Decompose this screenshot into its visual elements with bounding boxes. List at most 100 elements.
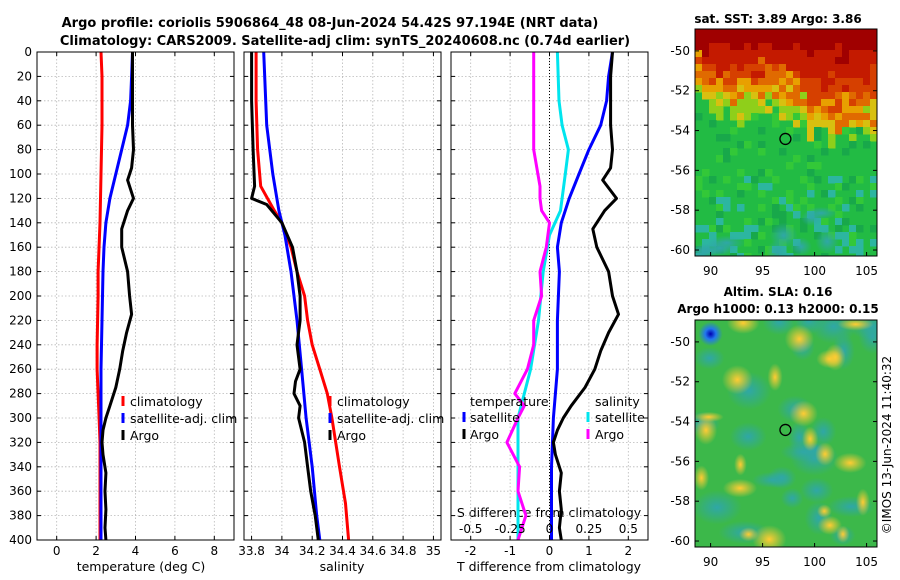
- sst-pixel: [828, 43, 836, 51]
- series-line-t-argo: [551, 51, 620, 541]
- sst-pixel: [842, 36, 850, 44]
- series-line-s-satellite: [516, 51, 570, 540]
- sst-pixel: [807, 78, 815, 86]
- sst-pixel: [779, 57, 787, 65]
- s-diff-tick-label: 0.5: [619, 522, 638, 536]
- sst-pixel: [807, 43, 815, 51]
- sst-pixel: [765, 183, 773, 191]
- sst-pixel: [800, 113, 808, 121]
- series-line-satellite-adj-clim: [262, 51, 322, 541]
- sst-pixel: [709, 85, 717, 93]
- y-tick-label: 340: [9, 460, 32, 474]
- sst-pixel: [730, 64, 738, 72]
- sst-pixel: [758, 141, 766, 149]
- sst-pixel: [737, 232, 745, 240]
- sst-pixel: [793, 134, 801, 142]
- map-y-tick-label: -60: [670, 534, 690, 548]
- sst-pixel: [849, 99, 857, 107]
- sst-pixel: [814, 120, 822, 128]
- sst-pixel: [716, 218, 724, 226]
- sst-pixel: [709, 29, 717, 37]
- sst-pixel: [737, 190, 745, 198]
- sst-pixel: [737, 169, 745, 177]
- sst-pixel: [758, 127, 766, 135]
- sst-pixel: [849, 113, 857, 121]
- sst-pixel: [863, 50, 871, 58]
- sst-pixel: [758, 43, 766, 51]
- y-tick-label: 40: [17, 94, 32, 108]
- sst-pixel: [814, 85, 822, 93]
- sst-pixel: [807, 64, 815, 72]
- sst-pixel: [744, 57, 752, 65]
- sst-pixel: [723, 148, 731, 156]
- sst-pixel: [744, 78, 752, 86]
- sst-pixel: [814, 141, 822, 149]
- sst-pixel: [814, 225, 822, 233]
- sst-pixel: [786, 43, 794, 51]
- sst-pixel: [821, 64, 829, 72]
- sst-pixel: [821, 99, 829, 107]
- sst-pixel: [856, 253, 864, 256]
- salinity-xlabel: salinity: [320, 559, 365, 574]
- sst-pixel: [744, 71, 752, 79]
- sst-pixel: [835, 127, 843, 135]
- sst-pixel: [751, 92, 759, 100]
- sst-pixel: [793, 204, 801, 212]
- sst-pixel: [870, 225, 877, 233]
- sst-pixel: [758, 218, 766, 226]
- sst-pixel: [814, 113, 822, 121]
- sst-pixel: [730, 232, 738, 240]
- sst-pixel: [779, 71, 787, 79]
- sst-pixel: [821, 253, 829, 256]
- sst-pixel: [786, 71, 794, 79]
- s-diff-tick-label: 0: [546, 522, 554, 536]
- sst-pixel: [744, 106, 752, 114]
- sst-pixel: [758, 169, 766, 177]
- series-line-t-satellite: [550, 51, 614, 540]
- sst-pixel: [800, 78, 808, 86]
- sst-pixel: [751, 232, 759, 240]
- y-tick-label: 180: [9, 265, 32, 279]
- sst-pixel: [842, 106, 850, 114]
- sst-pixel: [793, 71, 801, 79]
- sst-pixel: [751, 57, 759, 65]
- sst-pixel: [779, 218, 787, 226]
- sst-pixel: [863, 57, 871, 65]
- sst-pixel: [779, 78, 787, 86]
- sst-pixel: [821, 225, 829, 233]
- sst-pixel: [821, 92, 829, 100]
- sla-high-patch: [695, 465, 710, 491]
- sst-pixel: [772, 92, 780, 100]
- sst-pixel: [772, 120, 780, 128]
- sst-pixel: [751, 50, 759, 58]
- sst-pixel: [702, 190, 710, 198]
- sst-pixel: [744, 43, 752, 51]
- sst-pixel: [835, 183, 843, 191]
- sst-pixel: [863, 120, 871, 128]
- map-x-tick-label: 95: [755, 555, 770, 569]
- imos-credit: ©IMOS 13-Jun-2024 11:40:32: [880, 356, 894, 534]
- sst-pixel: [856, 57, 864, 65]
- sst-pixel: [779, 36, 787, 44]
- sst-pixel: [744, 218, 752, 226]
- sst-pixel: [807, 127, 815, 135]
- sst-pixel: [835, 218, 843, 226]
- sst-pixel: [870, 120, 877, 128]
- sst-pixel: [716, 50, 724, 58]
- y-tick-label: 320: [9, 435, 32, 449]
- sst-pixel: [842, 127, 850, 135]
- sst-pixel: [730, 253, 738, 256]
- sst-pixel: [716, 99, 724, 107]
- sst-pixel: [723, 155, 731, 163]
- sst-pixel: [828, 134, 836, 142]
- sst-pixel: [835, 106, 843, 114]
- sst-pixel: [835, 99, 843, 107]
- sst-pixel: [849, 50, 857, 58]
- sst-pixel: [849, 29, 857, 37]
- sst-pixel: [758, 232, 766, 240]
- sst-pixel: [800, 64, 808, 72]
- legend-label-satellite-adj-clim: satellite-adj. clim: [130, 411, 237, 426]
- sst-pixel: [870, 57, 877, 65]
- sla-high-patch: [855, 488, 870, 516]
- sst-pixel: [744, 253, 752, 256]
